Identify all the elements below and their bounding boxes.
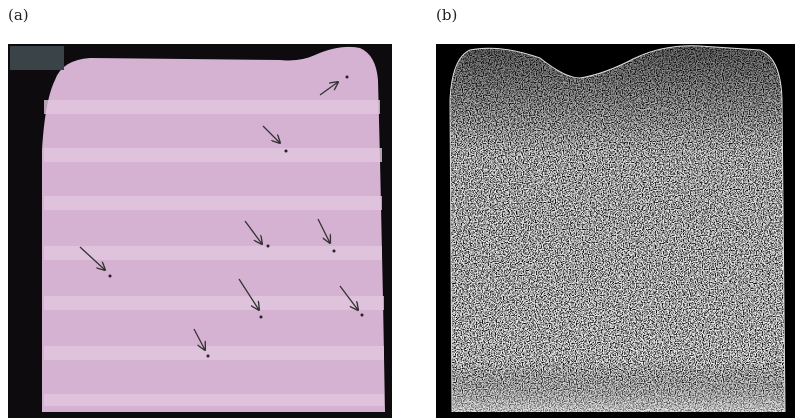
- panel-a-image: [8, 44, 392, 418]
- panel-label: (a): [8, 6, 29, 24]
- page: {"panels": [{"label": "(a)"}, {"label": …: [0, 0, 795, 418]
- panel-b-image: [436, 40, 795, 418]
- panel-label: (b): [436, 6, 457, 24]
- figure: (a) (b): [0, 0, 795, 418]
